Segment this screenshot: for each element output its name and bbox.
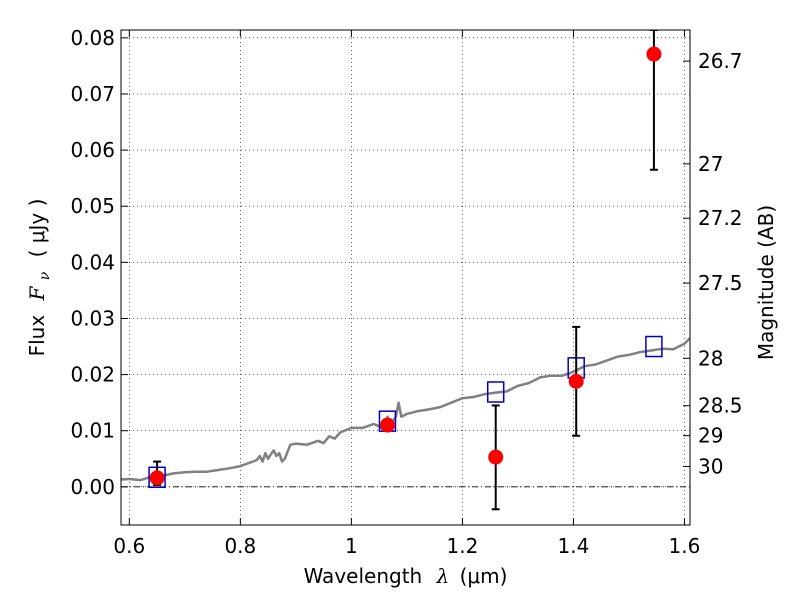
x-tick-label: 0.6 bbox=[113, 534, 145, 558]
y2-tick-label: 29 bbox=[698, 424, 723, 448]
y-tick-label: 0.00 bbox=[70, 475, 115, 499]
model-photometry-square bbox=[645, 335, 663, 358]
y-tick-label: 0.01 bbox=[70, 419, 115, 443]
y-axis-label: Flux F ν ( μJy ) bbox=[25, 199, 54, 357]
axis-ticks: 0.6 0.8 1 1.2 1.4 1.6 0.00 0.01 0.02 0.03 0.04 0.05… bbox=[70, 26, 742, 558]
y-tick-label: 0.06 bbox=[70, 138, 115, 162]
y-axis-label-unit: ( μJy ) bbox=[25, 199, 49, 258]
observed-flux-point bbox=[568, 373, 584, 389]
plot-frame bbox=[120, 29, 691, 526]
x-tick-label: 1.4 bbox=[558, 534, 590, 558]
observed-flux-point bbox=[149, 470, 165, 486]
y-axis-label-symbol: F bbox=[25, 285, 49, 301]
grid bbox=[121, 30, 690, 525]
x-tick-label: 0.8 bbox=[224, 534, 256, 558]
y-axis-label-text: Flux bbox=[25, 315, 49, 357]
y-tick-label: 0.08 bbox=[70, 26, 115, 50]
x-tick-label: 1 bbox=[345, 534, 358, 558]
observed-flux-point bbox=[379, 417, 395, 433]
model-spectrum-line bbox=[121, 337, 690, 482]
y2-tick-label: 30 bbox=[698, 454, 723, 478]
y2-axis-label: Magnitude (AB) bbox=[754, 205, 778, 360]
x-tick-label: 1.2 bbox=[446, 534, 478, 558]
x-axis-label-symbol: λ bbox=[436, 564, 450, 588]
y-tick-label: 0.02 bbox=[70, 363, 115, 387]
y-axis-label-subscript: ν bbox=[37, 271, 53, 280]
x-axis-label-unit: (μm) bbox=[460, 564, 508, 588]
y2-tick-label: 27.2 bbox=[698, 206, 743, 230]
y-tick-label: 0.03 bbox=[70, 306, 115, 330]
observed-flux-point bbox=[646, 46, 662, 62]
x-tick-label: 1.6 bbox=[669, 534, 701, 558]
y2-tick-label: 28.5 bbox=[698, 394, 743, 418]
plot-area bbox=[121, 30, 690, 511]
y2-tick-label: 26.7 bbox=[698, 49, 743, 73]
model-photometry-square bbox=[486, 381, 505, 403]
y-tick-label: 0.07 bbox=[70, 82, 115, 106]
observed-flux-point bbox=[488, 449, 504, 465]
y-tick-label: 0.04 bbox=[70, 250, 115, 274]
y2-tick-label: 27.5 bbox=[698, 271, 743, 295]
y2-tick-label: 27 bbox=[698, 152, 723, 176]
x-axis-label-text: Wavelength bbox=[304, 564, 423, 588]
y-tick-label: 0.05 bbox=[70, 194, 115, 218]
x-axis-label: Wavelength λ (μm) bbox=[304, 564, 508, 588]
y2-tick-label: 28 bbox=[698, 346, 723, 370]
